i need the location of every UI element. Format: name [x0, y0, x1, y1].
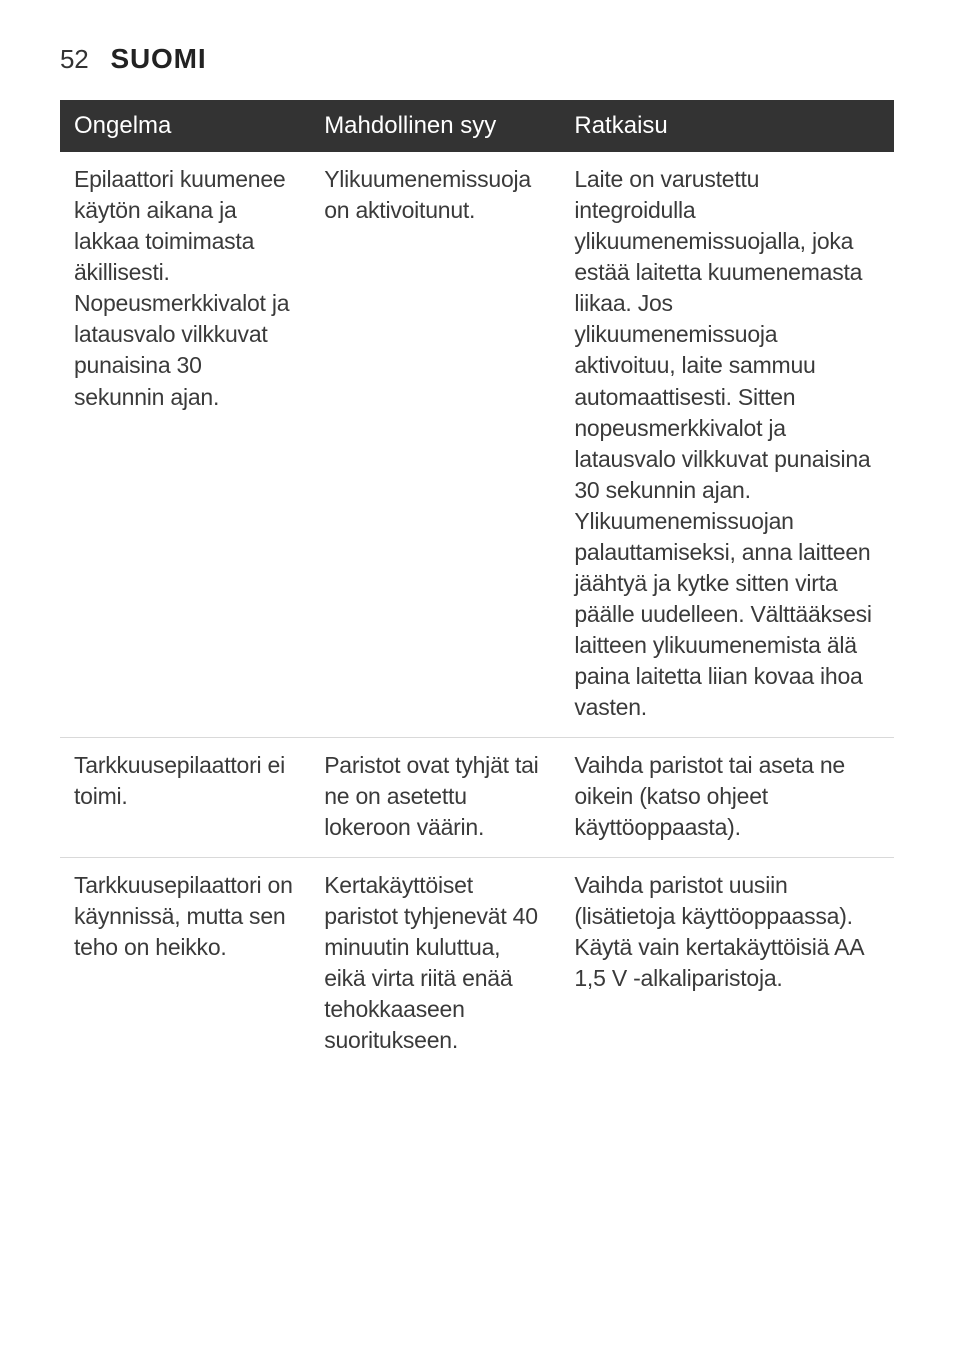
cell-problem: Tarkkuusepilaattori on käynnissä, mutta …	[60, 858, 310, 1071]
header-solution: Ratkaisu	[560, 100, 894, 152]
cell-solution: Vaihda paristot uusiin (lisätietoja käyt…	[560, 858, 894, 1071]
page-header: 52 SUOMI	[60, 40, 894, 78]
cell-cause: Kertakäyttöiset paristot tyhjenevät 40 m…	[310, 858, 560, 1071]
table-row: Epilaattori kuumenee käytön aikana ja la…	[60, 152, 894, 737]
cell-problem: Epilaattori kuumenee käytön aikana ja la…	[60, 152, 310, 737]
cell-solution: Vaihda paristot tai aseta ne oikein (kat…	[560, 738, 894, 858]
table-row: Tarkkuusepilaattori ei toimi. Paristot o…	[60, 738, 894, 858]
cell-cause: Ylikuumenemissuoja on aktivoitunut.	[310, 152, 560, 737]
table-row: Tarkkuusepilaattori on käynnissä, mutta …	[60, 858, 894, 1071]
cell-cause: Paristot ovat tyhjät tai ne on asetettu …	[310, 738, 560, 858]
table-header-row: Ongelma Mahdollinen syy Ratkaisu	[60, 100, 894, 152]
cell-solution: Laite on varustettu integroidulla ylikuu…	[560, 152, 894, 737]
section-title: SUOMI	[110, 40, 206, 78]
troubleshooting-table: Ongelma Mahdollinen syy Ratkaisu Epilaat…	[60, 100, 894, 1071]
header-cause: Mahdollinen syy	[310, 100, 560, 152]
cell-problem: Tarkkuusepilaattori ei toimi.	[60, 738, 310, 858]
header-problem: Ongelma	[60, 100, 310, 152]
page-number: 52	[60, 42, 88, 77]
